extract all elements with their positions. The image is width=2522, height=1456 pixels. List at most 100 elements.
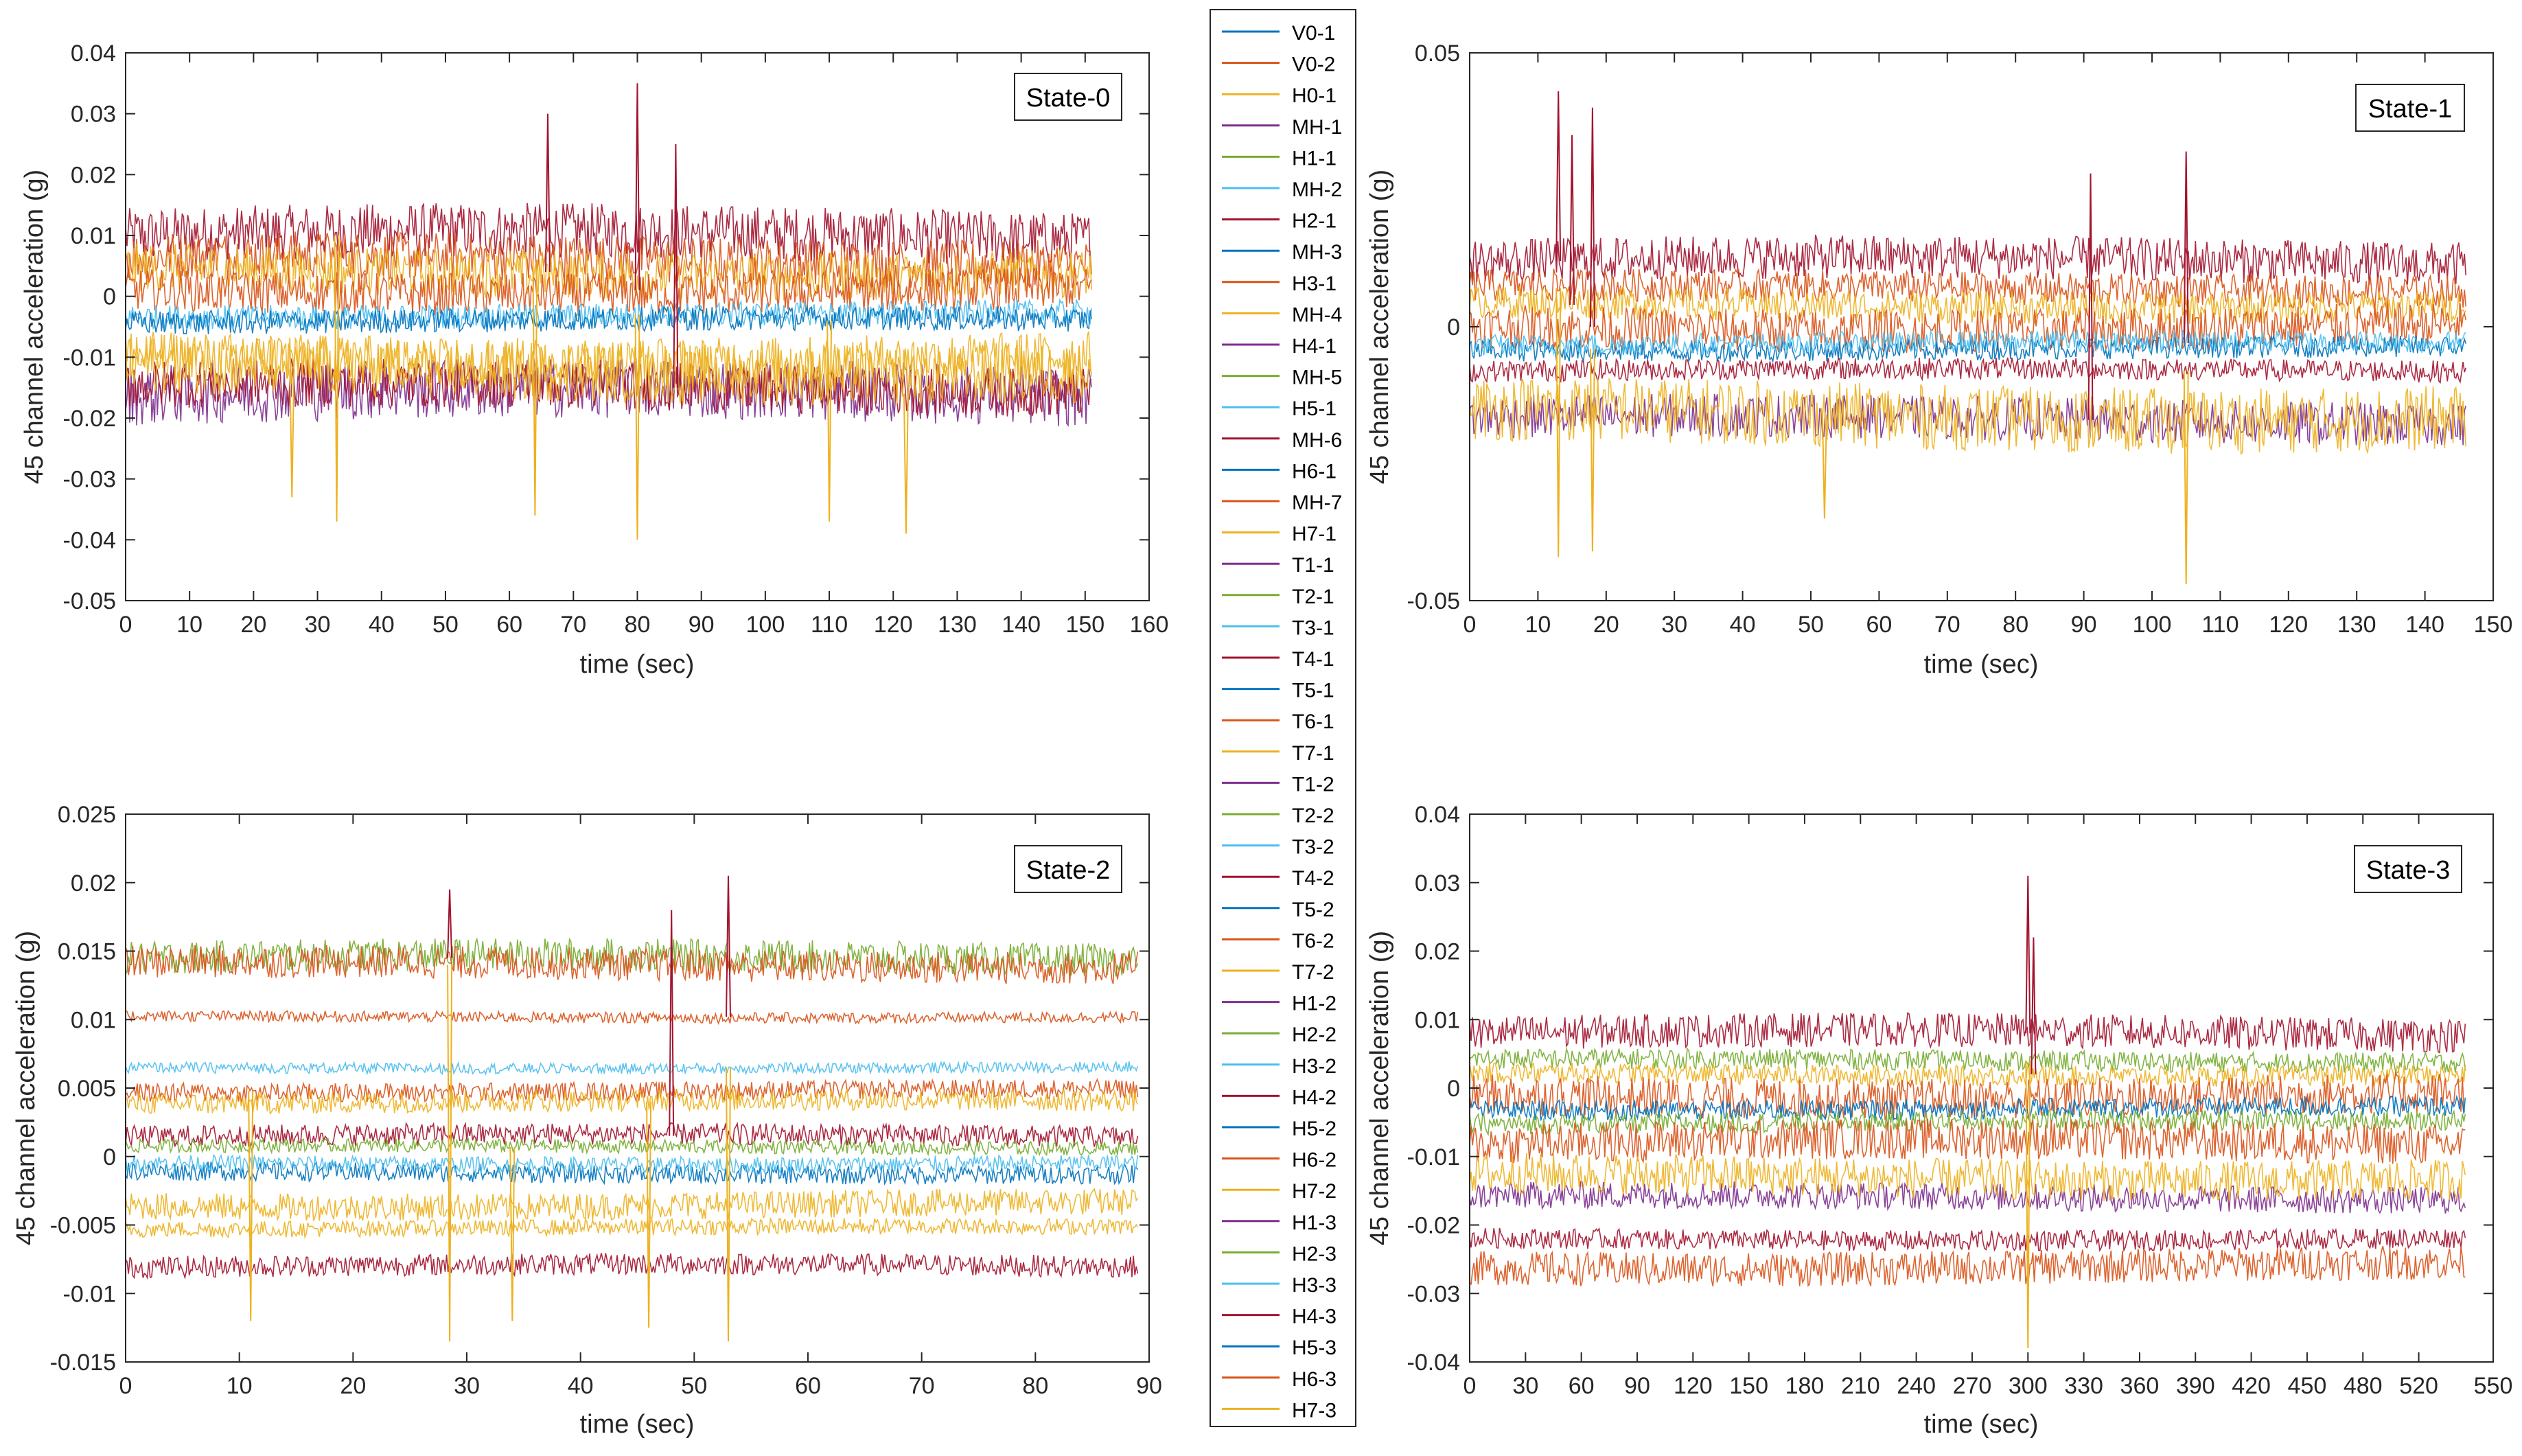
legend-label: MH-4	[1292, 303, 1342, 326]
title-box: State-2	[1014, 845, 1122, 893]
tick-layer: 0 10 20 30 40 50 60 70 80 90 -0.015 -0.01 -0.005 0 0.0…	[50, 802, 1162, 1399]
y-tick-label: 0	[1447, 1076, 1460, 1102]
spike-mark	[1589, 348, 1595, 552]
spike-mark	[726, 875, 731, 1017]
spike-mark	[2183, 151, 2189, 343]
x-tick-label: 50	[681, 1373, 707, 1399]
x-tick-label: 30	[1661, 612, 1687, 638]
x-tick-label: 520	[2399, 1373, 2438, 1399]
legend-label: MH-5	[1292, 367, 1342, 389]
legend-label: H3-3	[1292, 1274, 1337, 1297]
x-tick-label: 20	[1593, 612, 1619, 638]
x-tick-label: 60	[496, 612, 522, 638]
legend-label: H6-2	[1292, 1149, 1337, 1172]
spike-mark	[826, 321, 833, 522]
x-tick-label: 330	[2064, 1373, 2103, 1399]
x-tick-label: 0	[119, 612, 132, 638]
legend-label: MH-1	[1292, 116, 1342, 139]
series-line	[125, 1137, 1139, 1157]
subplot-state-2: 0 10 20 30 40 50 60 70 80 90 -0.015 -0.01 -0.005 0 0.0…	[12, 802, 1162, 1439]
spike-mark	[2025, 1061, 2031, 1349]
y-tick-label: 0	[1447, 314, 1460, 340]
series-line	[1469, 1227, 2466, 1253]
y-tick-label: -0.01	[1407, 1144, 1461, 1170]
series-line	[125, 1253, 1139, 1280]
x-tick-label: 120	[2269, 612, 2308, 638]
title-box: State-3	[2354, 845, 2462, 893]
y-tick-label: 0.005	[58, 1076, 116, 1102]
spike-mark	[1555, 91, 1562, 262]
x-tick-label: 50	[432, 612, 459, 638]
series-line	[125, 945, 1139, 984]
x-tick-label: 90	[1624, 1373, 1650, 1399]
x-tick-label: 150	[1729, 1373, 1768, 1399]
y-tick-label: 0.03	[1415, 870, 1460, 897]
series-line	[1469, 234, 2466, 285]
legend-label: H5-3	[1292, 1337, 1337, 1359]
legend-label: H4-3	[1292, 1306, 1337, 1328]
legend-label: H4-1	[1292, 335, 1337, 358]
x-tick-label: 30	[1512, 1373, 1538, 1399]
y-axis-label: 45 channel acceleration (g)	[20, 170, 49, 484]
legend-label: H7-1	[1292, 523, 1337, 546]
x-axis-label: time (sec)	[1924, 1410, 2039, 1439]
y-tick-label: -0.03	[1407, 1281, 1461, 1307]
panel-title: State-3	[2366, 856, 2451, 885]
x-axis-label: time (sec)	[580, 1410, 695, 1439]
x-tick-label: 30	[305, 612, 331, 638]
spike-mark	[289, 369, 295, 498]
series-line	[1469, 1108, 2466, 1137]
legend-label: H6-1	[1292, 460, 1337, 483]
panel-title: State-0	[1026, 84, 1111, 113]
spike-mark	[2183, 370, 2189, 585]
spike-mark	[447, 889, 453, 958]
legend-label: T2-1	[1292, 586, 1334, 608]
legend-label: T6-1	[1292, 710, 1334, 733]
legend-label: H2-1	[1292, 210, 1337, 233]
legend-label: H0-1	[1292, 84, 1337, 107]
y-tick-label: 0.015	[58, 939, 116, 965]
series-line	[125, 1216, 1139, 1240]
subplot-state-3: 0 30 60 90 120 150 180 210 240 270 300 330 360 390 420…	[1365, 802, 2512, 1439]
spike-mark	[634, 314, 640, 540]
series-line	[125, 266, 1092, 316]
series-line	[125, 1121, 1139, 1148]
x-tick-label: 120	[874, 612, 913, 638]
legend-label: V0-2	[1292, 54, 1335, 76]
y-tick-label: 0.02	[1415, 939, 1460, 965]
y-tick-label: 0.025	[58, 802, 116, 828]
legend-label: T4-1	[1292, 648, 1334, 671]
series-line	[1469, 286, 2466, 325]
spike-mark	[248, 1090, 254, 1321]
x-tick-label: 130	[938, 612, 977, 638]
spike-mark	[669, 910, 675, 1136]
legend-label: T3-2	[1292, 836, 1334, 859]
legend-label: MH-2	[1292, 178, 1342, 201]
legend-label: H3-1	[1292, 273, 1337, 295]
x-tick-label: 40	[568, 1373, 594, 1399]
legend-label: T4-2	[1292, 867, 1334, 890]
spike-mark	[447, 964, 453, 1342]
x-tick-label: 60	[1569, 1373, 1595, 1399]
series-line	[1469, 1047, 2466, 1074]
series-line	[125, 1153, 1139, 1175]
series-line	[125, 1078, 1139, 1104]
series-line	[125, 305, 1092, 335]
series-line	[125, 1188, 1139, 1222]
x-tick-label: 20	[240, 612, 266, 638]
x-tick-label: 40	[1730, 612, 1756, 638]
spike-mark	[1821, 414, 1827, 519]
y-axis-label: 45 channel acceleration (g)	[1365, 931, 1394, 1245]
x-tick-label: 360	[2120, 1373, 2160, 1399]
y-tick-label: 0.05	[1415, 41, 1460, 67]
spike-mark	[726, 1067, 731, 1342]
spike-mark	[646, 1101, 652, 1328]
x-tick-label: 80	[625, 612, 651, 638]
y-tick-label: 0.01	[71, 223, 116, 249]
legend-label: H2-2	[1292, 1024, 1337, 1046]
series-line	[1469, 357, 2466, 384]
x-tick-label: 140	[2405, 612, 2444, 638]
spike-mark	[2087, 173, 2094, 420]
series-line	[125, 937, 1139, 977]
x-tick-label: 270	[1953, 1373, 1992, 1399]
